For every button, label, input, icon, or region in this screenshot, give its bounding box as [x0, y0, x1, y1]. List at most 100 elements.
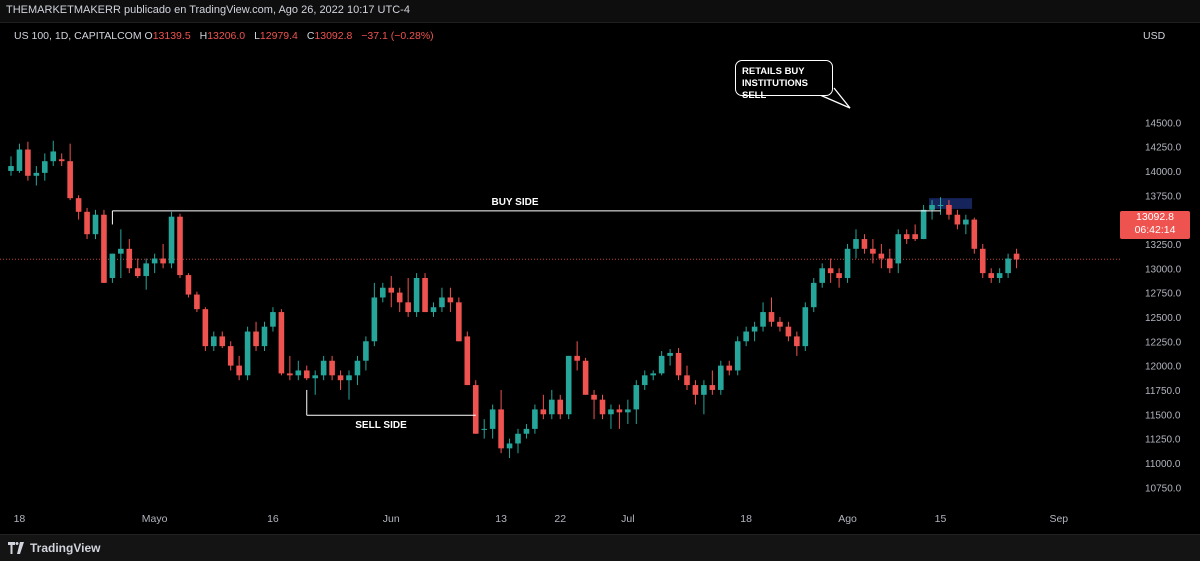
- candle-body: [227, 346, 234, 366]
- candle-body: [684, 375, 690, 386]
- candle-body: [211, 336, 217, 347]
- candle-body: [515, 433, 521, 444]
- candle-body: [701, 385, 707, 395]
- candle-body: [1013, 253, 1020, 260]
- open-value: 13139.5: [152, 30, 191, 42]
- candle-body: [363, 341, 369, 361]
- candle-body: [67, 161, 73, 199]
- note-line-1: RETAILS BUY: [742, 66, 805, 77]
- candle-body: [278, 312, 285, 374]
- y-tick-label: 12250.0: [1145, 337, 1182, 348]
- candle-body: [599, 399, 606, 415]
- y-tick-label: 14500.0: [1145, 118, 1182, 129]
- candle-body: [151, 258, 158, 264]
- close-label: C: [306, 30, 315, 42]
- candle-body: [895, 234, 902, 264]
- y-tick-label: 11750.0: [1145, 386, 1181, 397]
- candle-body: [33, 172, 40, 176]
- candle-body: [253, 331, 259, 347]
- candle-body: [565, 355, 572, 415]
- candle-body: [472, 385, 479, 434]
- candle-body: [760, 312, 766, 327]
- candle-body: [177, 216, 183, 276]
- candle-body: [405, 302, 411, 313]
- symbol-legend: US 100, 1D, CAPITALCOM O13139.5 H13206.0…: [14, 30, 440, 42]
- candle-body: [50, 151, 57, 162]
- candle-body: [785, 326, 792, 337]
- candle-body: [827, 268, 834, 274]
- y-tick-label: 14250.0: [1145, 143, 1182, 154]
- candle-body: [549, 399, 555, 415]
- candle-body: [726, 365, 733, 371]
- tradingview-logo-icon[interactable]: [8, 542, 26, 554]
- note-callout[interactable]: RETAILS BUY INSTITUTIONS SELL: [735, 60, 833, 101]
- candle-body: [312, 375, 318, 379]
- bar-countdown: 06:42:14: [1134, 224, 1176, 236]
- candle-body: [489, 409, 496, 429]
- x-tick-label: 18: [740, 513, 752, 525]
- y-tick-label: 12000.0: [1145, 362, 1182, 373]
- candle-body: [194, 294, 200, 310]
- candle-body: [802, 307, 809, 347]
- x-tick-label: Mayo: [142, 513, 168, 525]
- candle-body: [422, 278, 428, 313]
- candle-body: [861, 239, 868, 249]
- candle-body: [498, 409, 504, 449]
- high-value: 13206.0: [207, 30, 246, 42]
- highlight-zone: [929, 198, 973, 209]
- low-label: L: [254, 30, 260, 42]
- candle-body: [954, 214, 961, 225]
- candle-body: [971, 219, 978, 249]
- candle-body: [709, 385, 716, 390]
- candle-body: [58, 159, 65, 162]
- candle-body: [118, 248, 124, 254]
- candle-body: [287, 373, 293, 376]
- candle-body: [295, 370, 302, 376]
- candle-body: [903, 234, 910, 240]
- candle-body: [667, 352, 673, 356]
- change-value: −37.1 (−0.28%): [361, 30, 434, 42]
- candle-body: [303, 370, 310, 379]
- candle-body: [236, 365, 242, 376]
- candle-body: [143, 263, 149, 277]
- candle-body: [413, 278, 420, 313]
- candle-body: [641, 375, 648, 386]
- candle-body: [810, 282, 817, 308]
- y-tick-label: 13250.0: [1145, 240, 1182, 251]
- candle-body: [675, 352, 682, 376]
- candle-body: [988, 273, 994, 278]
- candle-body: [202, 309, 209, 347]
- candle-body: [388, 287, 395, 293]
- candle-body: [979, 248, 986, 274]
- candle-body: [506, 443, 513, 449]
- candle-body: [320, 360, 327, 376]
- candle-body: [261, 326, 268, 347]
- x-tick-label: 15: [935, 513, 947, 525]
- candle-body: [456, 302, 462, 342]
- candle-body: [168, 216, 175, 264]
- y-tick-label: 12750.0: [1145, 289, 1182, 300]
- candle-body: [819, 268, 825, 283]
- candle-body: [354, 360, 361, 376]
- candle-body: [371, 297, 378, 342]
- candle-body: [75, 198, 82, 212]
- candle-body: [337, 375, 344, 381]
- candle-body: [380, 287, 386, 298]
- last-price-value: 13092.8: [1136, 211, 1174, 223]
- candle-body: [270, 312, 276, 327]
- y-tick-label: 14000.0: [1145, 167, 1182, 178]
- candle-body: [718, 365, 724, 390]
- candle-body: [396, 292, 403, 303]
- candle-body: [794, 336, 800, 347]
- tradingview-brand[interactable]: TradingView: [30, 541, 101, 555]
- candle-body: [540, 409, 547, 415]
- candle-body: [912, 234, 918, 240]
- candle-body: [650, 373, 656, 376]
- x-tick-label: 22: [554, 513, 566, 525]
- x-tick-label: 18: [14, 513, 26, 525]
- y-tick-label: 11500.0: [1145, 410, 1181, 421]
- candle-body: [920, 209, 927, 240]
- candle-body: [887, 258, 893, 269]
- candle-body: [692, 385, 699, 395]
